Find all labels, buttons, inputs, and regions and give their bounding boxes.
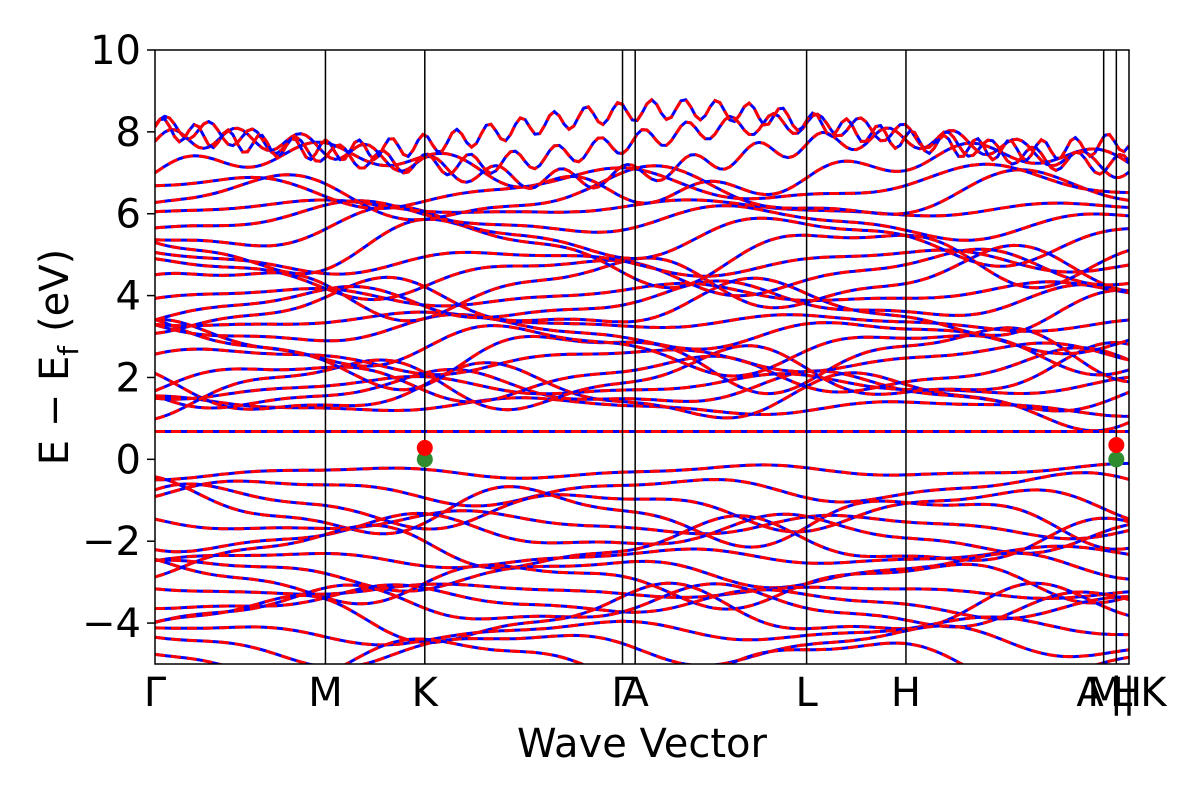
band-line-spin-down [155,624,1129,664]
band-line-spin-down [155,217,1129,290]
band-lines [155,97,1129,664]
x-axis-ticks: Γ M K ΓA L H AM|LH| K [144,670,1168,716]
band-line-spin-down [155,471,1129,508]
x-tick-label: A [621,670,649,716]
band-line-spin-down [155,367,1129,413]
band-edge-marker [416,439,433,456]
y-axis-label-main: E − E [32,356,78,466]
band-line-spin-down [155,544,1129,570]
x-tick-label: Γ [144,670,167,716]
x-axis-label: Wave Vector [517,721,768,767]
band-line-spin-down [155,97,1129,163]
band-edge-marker [1108,437,1125,454]
y-tick-label: 2 [116,355,141,401]
band-line-spin-down [155,310,1129,333]
band-line-spin-down [155,111,1129,177]
y-tick-label: 8 [116,110,141,156]
band-line-spin-down [155,280,1129,308]
x-tick-label: | [1122,670,1135,716]
band-line-spin-down [155,475,1129,551]
x-tick-label: K [412,670,440,716]
band-line-spin-down [155,582,1129,601]
y-axis-label: E − Ef (eV) [32,249,85,466]
y-tick-label: 0 [116,437,141,483]
band-gap-markers [416,437,1125,468]
band-line-spin-down [155,204,1129,268]
band-edge-marker [416,451,433,468]
y-axis-ticks: −4 −2 0 2 4 6 8 10 [82,28,155,647]
y-tick-label: 4 [116,274,141,320]
band-line-spin-down [155,164,1129,222]
band-line-spin-down [155,582,1129,629]
svg-text:E − Ef(eV): E − Ef (eV) [32,249,85,466]
band-line-spin-down [155,615,1129,647]
y-tick-label: −2 [82,519,141,565]
band-edge-marker [1108,451,1125,468]
band-line-spin-down [155,482,1129,534]
band-line-spin-down [155,341,1129,377]
y-axis-label-unit: (eV) [32,249,78,332]
x-tick-label: H [891,670,921,716]
y-tick-label: −4 [82,601,141,647]
band-line-spin-down [155,341,1129,421]
band-line-spin-down [155,509,1129,541]
band-line-spin-down [155,140,1129,205]
y-tick-label: 6 [116,192,141,238]
band-line-spin-down [155,199,1129,242]
band-line-spin-down [155,126,1129,191]
band-line-spin-down [155,583,1129,621]
x-tick-label: M [308,670,343,716]
y-axis-label-subscript: f [52,345,85,356]
x-tick-label: M [1087,670,1122,716]
band-line-spin-down [155,581,1129,645]
x-tick-label: H [1112,670,1142,716]
band-line-spin-down [155,318,1129,378]
y-tick-label: 10 [90,28,141,74]
band-line-spin-down [155,346,1129,404]
band-line-spin-down [155,275,1129,337]
x-tick-label: L [1110,670,1133,716]
x-tick-label: L [795,670,818,716]
x-tick-label: A [1076,670,1104,716]
band-line-spin-down [155,394,1129,418]
x-tick-label: K [1140,670,1168,716]
band-line-spin-down [155,461,1129,482]
x-tick-label: Γ [611,670,634,716]
band-line-spin-down [155,514,1129,579]
band-line-spin-down [155,279,1129,322]
x-tick-label: | [1110,670,1123,716]
high-symmetry-lines [324,50,1118,664]
plot-frame [154,49,1130,665]
band-line-spin-down [155,551,1129,593]
